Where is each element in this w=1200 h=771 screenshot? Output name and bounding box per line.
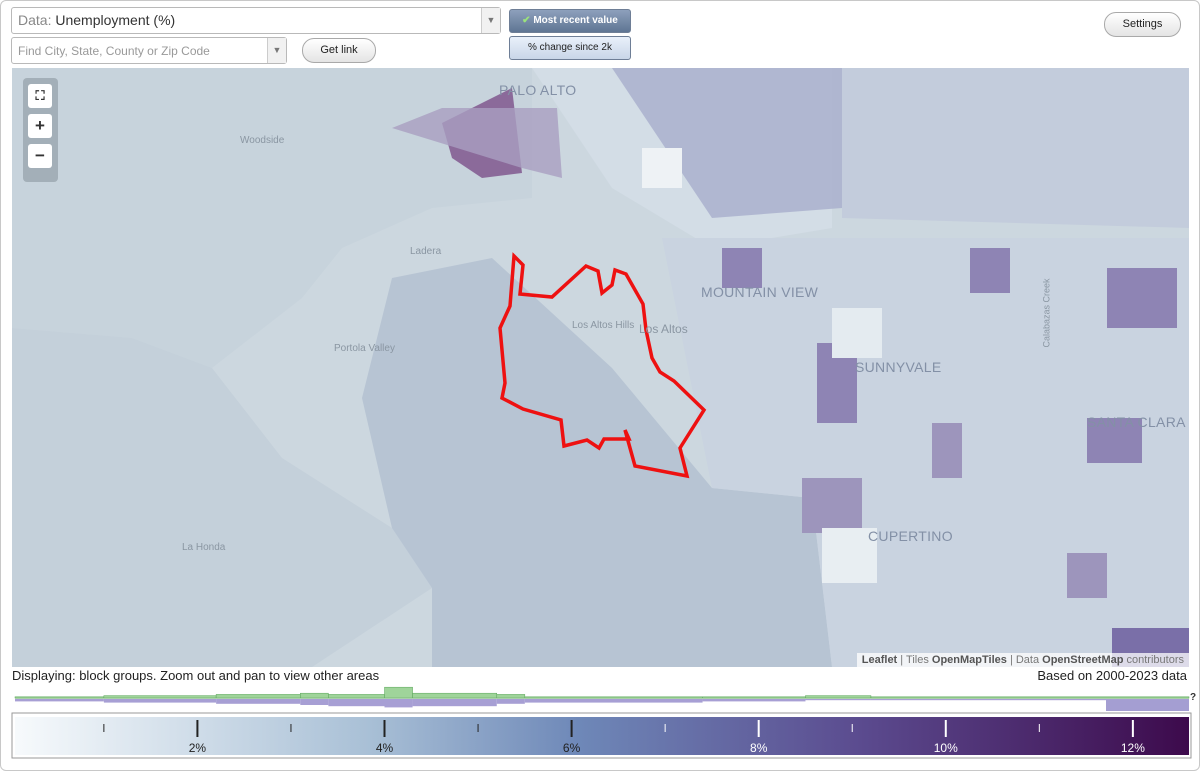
histogram-bar-green — [384, 686, 413, 699]
histogram-bar-purple — [103, 699, 217, 703]
histogram-bar-green — [702, 696, 806, 699]
change-button[interactable]: % change since 2k — [509, 36, 631, 60]
data-value: Unemployment (%) — [55, 12, 176, 28]
histogram-bar-green — [524, 696, 703, 699]
tick-label: 10% — [934, 741, 958, 755]
histogram-bar-green — [14, 696, 105, 699]
search-placeholder: Find City, State, County or Zip Code — [18, 44, 210, 58]
tick-label: 2% — [189, 741, 207, 755]
attribution-text: | Tiles — [900, 654, 929, 666]
histogram-bar-purple — [15, 699, 104, 702]
dropdown-arrow: ▼ — [267, 38, 286, 63]
tick-label: 4% — [376, 741, 394, 755]
histogram-bar-purple — [412, 699, 497, 707]
settings-button[interactable]: Settings — [1104, 12, 1181, 37]
map-tiles — [12, 68, 1189, 667]
data-select[interactable]: Data: Unemployment (%) ▼ — [11, 7, 501, 34]
map[interactable]: PALO ALTO Woodside Ladera Portola Valley… — [12, 68, 1189, 667]
histogram-bar-green — [300, 692, 329, 699]
histogram-bar-green — [103, 695, 217, 699]
zoom-out-button[interactable]: − — [28, 144, 52, 168]
zoom-control: ⛶ + − — [23, 78, 58, 182]
histogram-bar-green — [412, 692, 498, 699]
histogram-bar-green — [805, 695, 872, 699]
tick-label: 8% — [750, 741, 768, 755]
histogram-bar-purple — [216, 699, 301, 704]
fullscreen-button[interactable]: ⛶ — [28, 84, 52, 108]
histogram-bar-green — [496, 694, 526, 699]
attribution-text: | Data — [1009, 654, 1040, 666]
histogram-bar-green — [215, 694, 301, 699]
tick-label: 12% — [1121, 741, 1145, 755]
attribution-text: contributors — [1126, 654, 1184, 666]
most-recent-button[interactable]: ✔ Most recent value — [509, 9, 631, 33]
get-link-button[interactable]: Get link — [302, 38, 376, 63]
histogram-bar-purple — [496, 699, 525, 704]
tick-label: 6% — [563, 741, 581, 755]
attribution-link[interactable]: Leaflet — [861, 654, 898, 666]
help-icon: ? — [1190, 692, 1196, 703]
attribution-link[interactable]: OpenMapTiles — [931, 654, 1007, 666]
search-input[interactable]: Find City, State, County or Zip Code ▼ — [11, 37, 287, 64]
attribution: Leaflet | Tiles OpenMapTiles | Data Open… — [856, 653, 1189, 667]
histogram-bar-purple — [300, 699, 329, 705]
histogram-bar-purple — [805, 699, 871, 701]
histogram-bar-purple — [384, 699, 413, 708]
histogram-bar-purple — [328, 699, 385, 707]
data-prefix: Data: — [18, 12, 52, 28]
attribution-link[interactable]: OpenStreetMap — [1042, 654, 1124, 666]
histogram-bar-purple — [870, 699, 1189, 701]
dropdown-arrow: ▼ — [481, 8, 500, 33]
histogram-bar-purple — [524, 699, 703, 703]
histogram-bar-purple — [702, 699, 806, 702]
zoom-in-button[interactable]: + — [28, 114, 52, 138]
most-recent-label: Most recent value — [533, 15, 618, 26]
histogram-bar-green — [328, 694, 385, 699]
histogram-bar-green — [870, 696, 1190, 699]
legend: ? 2% 4% 6% 8% 10% 12% — [11, 686, 1196, 759]
